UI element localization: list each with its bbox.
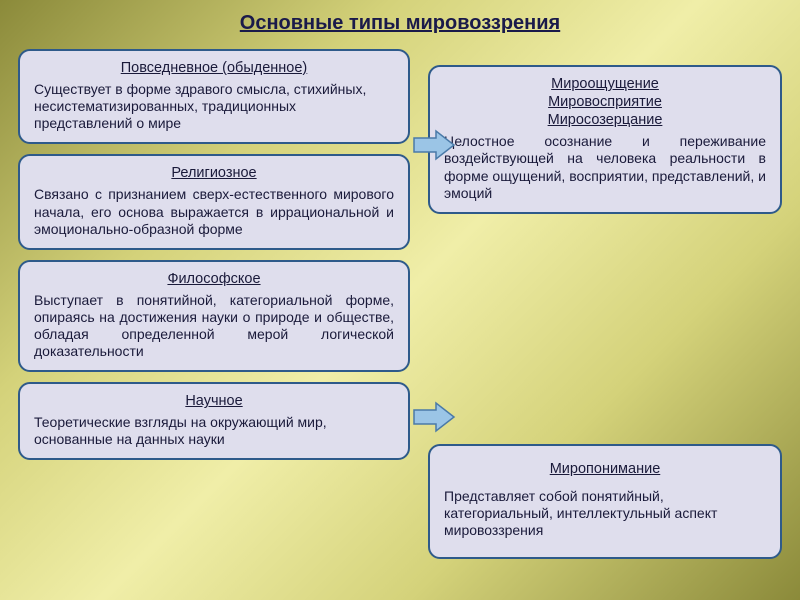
spacer <box>428 228 782 430</box>
spacer <box>428 573 782 579</box>
spacer <box>428 49 782 51</box>
box-philosophical-body: Выступает в понятийной, категориальной ф… <box>34 292 394 360</box>
box-world-understanding-title: Миропонимание <box>444 460 766 478</box>
box-religious-body: Связано с признанием сверх-естественного… <box>34 186 394 237</box>
box-world-feeling-title: Мироощущение Мировосприятие Миросозерцан… <box>444 75 766 129</box>
right-column: Мироощущение Мировосприятие Миросозерцан… <box>428 49 782 579</box>
box-everyday-body: Существует в форме здравого смысла, стих… <box>34 81 394 132</box>
arrow-right-icon <box>412 128 456 162</box>
left-column: Повседневное (обыденное) Существует в фо… <box>18 49 410 579</box>
box-everyday: Повседневное (обыденное) Существует в фо… <box>18 49 410 144</box>
box-world-understanding: Миропонимание Представляет собой понятий… <box>428 444 782 559</box>
box-world-feeling-body: Целостное осознание и переживание воздей… <box>444 133 766 201</box>
box-everyday-title: Повседневное (обыденное) <box>34 59 394 77</box>
columns-wrap: Повседневное (обыденное) Существует в фо… <box>18 49 782 579</box>
slide-content: Основные типы мировоззрения Повседневное… <box>0 0 800 600</box>
box-scientific-body: Теоретические взгляды на окружающий мир,… <box>34 414 394 448</box>
slide-title: Основные типы мировоззрения <box>18 12 782 35</box>
box-religious: Религиозное Связано с признанием сверх-е… <box>18 154 410 249</box>
box-scientific: Научное Теоретические взгляды на окружаю… <box>18 382 410 460</box>
box-philosophical: Философское Выступает в понятийной, кате… <box>18 260 410 372</box>
box-scientific-title: Научное <box>34 392 394 410</box>
box-religious-title: Религиозное <box>34 164 394 182</box>
arrow-right-icon <box>412 400 456 434</box>
box-world-understanding-body: Представляет собой понятийный, категориа… <box>444 488 766 539</box>
box-world-feeling: Мироощущение Мировосприятие Миросозерцан… <box>428 65 782 214</box>
box-philosophical-title: Философское <box>34 270 394 288</box>
